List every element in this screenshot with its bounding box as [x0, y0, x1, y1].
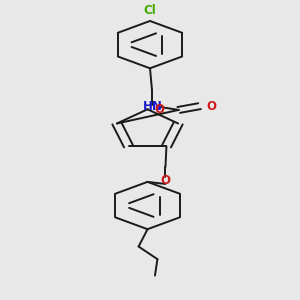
Text: O: O: [160, 174, 170, 187]
Text: Cl: Cl: [144, 4, 156, 17]
Text: O: O: [154, 103, 164, 116]
Text: HN: HN: [143, 100, 163, 113]
Text: O: O: [206, 100, 216, 113]
